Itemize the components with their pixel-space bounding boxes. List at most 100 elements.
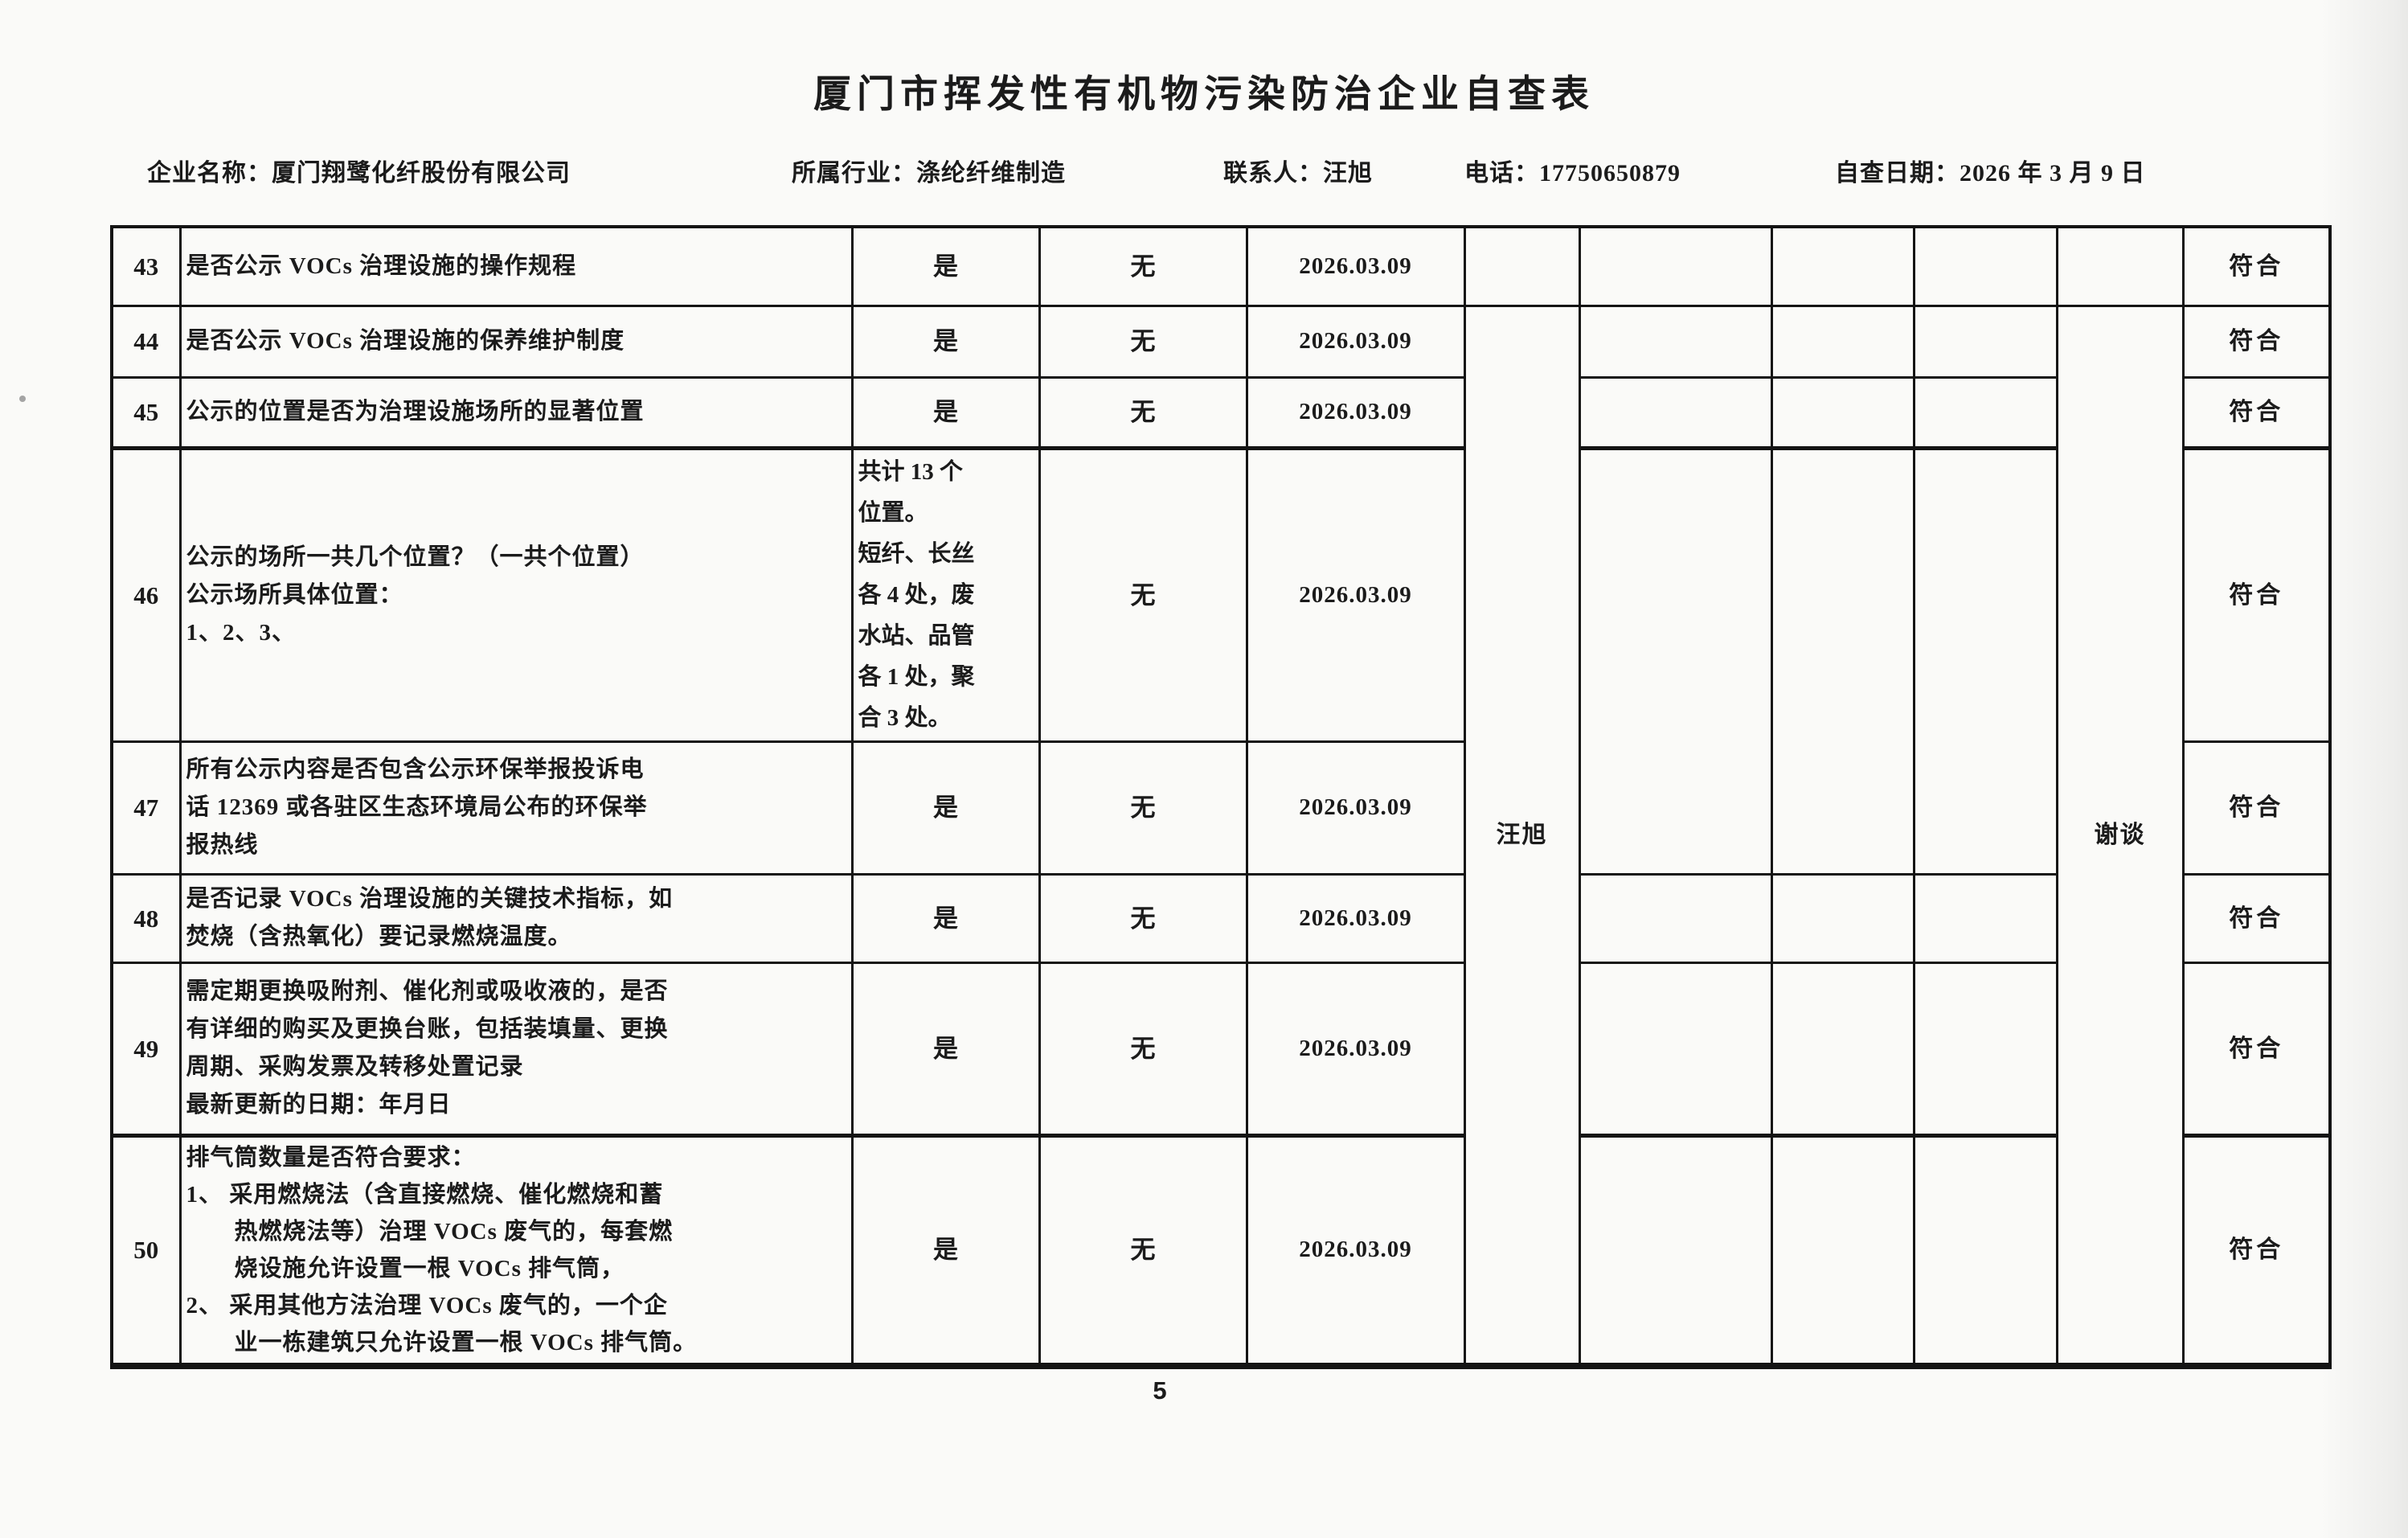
- row-number-cell: 47: [110, 740, 182, 876]
- empty-cell: [1578, 445, 1773, 876]
- empty-cell: [1912, 872, 2058, 964]
- empty-cell: [1463, 225, 1581, 307]
- row-number-cell: 43: [110, 225, 182, 307]
- question-cell: 是否公示 VOCs 治理设施的操作规程: [178, 225, 854, 307]
- table-row: 43 是否公示 VOCs 治理设施的操作规程 是 无 2026.03.09 符合: [110, 225, 2332, 307]
- industry-label: 所属行业：: [792, 160, 916, 187]
- problem-cell: 无: [1038, 445, 1248, 743]
- answer-cell: 是: [850, 961, 1041, 1137]
- result-cell: 符合: [2181, 225, 2332, 307]
- empty-cell: [1578, 1133, 1773, 1367]
- table-row: 50 排气筒数量是否符合要求： 1、 采用燃烧法（含直接燃烧、催化燃烧和蓄 热燃…: [110, 1133, 2332, 1367]
- self-inspection-table: 43 是否公示 VOCs 治理设施的操作规程 是 无 2026.03.09 符合…: [110, 225, 2332, 1369]
- empty-cell: [1770, 375, 1915, 449]
- problem-cell: 无: [1038, 740, 1248, 876]
- date-cell: 2026.03.09: [1245, 375, 1466, 449]
- empty-cell: [2055, 225, 2185, 307]
- empty-cell: [1912, 225, 2058, 307]
- scan-speck: [19, 396, 26, 402]
- empty-cell: [1578, 304, 1773, 379]
- date-cell: 2026.03.09: [1245, 872, 1466, 964]
- date-cell: 2026.03.09: [1245, 445, 1466, 743]
- answer-cell: 是: [850, 375, 1041, 449]
- empty-cell: [1578, 225, 1773, 307]
- self-check-date-field: 自查日期：2026 年 3 月 9 日: [1835, 153, 2146, 188]
- reviewer-signature-cell: 谢谈: [2055, 304, 2185, 1367]
- industry-value: 涤纶纤维制造: [916, 160, 1066, 187]
- result-cell: 符合: [2181, 375, 2332, 449]
- answer-cell: 是: [850, 872, 1041, 964]
- row-number-cell: 46: [110, 445, 182, 743]
- empty-cell: [1578, 961, 1773, 1137]
- contact-value: 汪旭: [1323, 160, 1373, 187]
- table-row: 48 是否记录 VOCs 治理设施的关键技术指标，如 焚烧（含热氧化）要记录燃烧…: [110, 872, 2332, 964]
- phone-field: 电话：17750650879: [1464, 153, 1681, 188]
- table-row: 44 是否公示 VOCs 治理设施的保养维护制度 是 无 2026.03.09 …: [110, 304, 2332, 1367]
- date-cell: 2026.03.09: [1245, 304, 1466, 379]
- problem-cell: 无: [1038, 304, 1248, 379]
- answer-cell: 是: [850, 740, 1041, 876]
- question-cell: 是否记录 VOCs 治理设施的关键技术指标，如 焚烧（含热氧化）要记录燃烧温度。: [178, 872, 854, 964]
- empty-cell: [1912, 961, 2058, 1137]
- company-name-label: 企业名称：: [147, 160, 272, 187]
- empty-cell: [1770, 872, 1915, 964]
- answer-cell: 是: [850, 304, 1041, 379]
- question-cell: 所有公示内容是否包含公示环保举报投诉电 话 12369 或各驻区生态环境局公布的…: [178, 740, 854, 876]
- table-row: 47 所有公示内容是否包含公示环保举报投诉电 话 12369 或各驻区生态环境局…: [110, 740, 2332, 876]
- empty-cell: [1578, 375, 1773, 449]
- question-cell: 是否公示 VOCs 治理设施的保养维护制度: [178, 304, 854, 379]
- answer-cell: 共计 13 个 位置。 短纤、长丝 各 4 处，废 水站、品管 各 1 处，聚 …: [850, 445, 1041, 743]
- phone-label: 电话：: [1464, 160, 1539, 187]
- contact-field: 联系人：汪旭: [1223, 153, 1373, 188]
- date-cell: 2026.03.09: [1245, 961, 1466, 1137]
- self-check-date-value: 2026 年 3 月 9 日: [1960, 160, 2146, 187]
- question-cell: 需定期更换吸附剂、催化剂或吸收液的，是否 有详细的购买及更换台账，包括装填量、更…: [178, 961, 854, 1137]
- result-cell: 符合: [2181, 1133, 2332, 1367]
- result-cell: 符合: [2181, 961, 2332, 1137]
- problem-cell: 无: [1038, 961, 1248, 1137]
- table-row: 45 公示的位置是否为治理设施场所的显著位置 是 无 2026.03.09 符合: [110, 375, 2332, 449]
- page-title: 厦门市挥发性有机物污染防治企业自查表: [813, 74, 1595, 116]
- phone-value: 17750650879: [1539, 160, 1681, 187]
- answer-cell: 是: [850, 1133, 1041, 1367]
- contact-label: 联系人：: [1223, 160, 1323, 187]
- result-cell: 符合: [2181, 445, 2332, 743]
- row-number-cell: 44: [110, 304, 182, 379]
- row-number-cell: 45: [110, 375, 182, 449]
- empty-cell: [1912, 1133, 2058, 1367]
- empty-cell: [1770, 304, 1915, 379]
- inspector-signature-cell: 汪旭: [1463, 304, 1581, 1367]
- empty-cell: [1912, 445, 2058, 876]
- result-cell: 符合: [2181, 872, 2332, 964]
- problem-cell: 无: [1038, 1133, 1248, 1367]
- date-cell: 2026.03.09: [1245, 1133, 1466, 1367]
- result-cell: 符合: [2181, 304, 2332, 379]
- empty-cell: [1770, 961, 1915, 1137]
- date-cell: 2026.03.09: [1245, 740, 1466, 876]
- row-number-cell: 50: [110, 1133, 182, 1367]
- company-name-value: 厦门翔鹭化纤股份有限公司: [272, 160, 571, 187]
- table-row: 49 需定期更换吸附剂、催化剂或吸收液的，是否 有详细的购买及更换台账，包括装填…: [110, 961, 2332, 1137]
- question-cell: 公示的场所一共几个位置？（一共个位置） 公示场所具体位置： 1、2、3、: [178, 445, 854, 743]
- problem-cell: 无: [1038, 225, 1248, 307]
- problem-cell: 无: [1038, 872, 1248, 964]
- question-cell: 公示的位置是否为治理设施场所的显著位置: [178, 375, 854, 449]
- paper-edge-shadow: [2320, 0, 2408, 1538]
- empty-cell: [1770, 225, 1915, 307]
- table-row: 46 公示的场所一共几个位置？（一共个位置） 公示场所具体位置： 1、2、3、 …: [110, 445, 2332, 876]
- empty-cell: [1912, 375, 2058, 449]
- self-check-date-label: 自查日期：: [1835, 160, 1960, 187]
- date-cell: 2026.03.09: [1245, 225, 1466, 307]
- question-cell: 排气筒数量是否符合要求： 1、 采用燃烧法（含直接燃烧、催化燃烧和蓄 热燃烧法等…: [178, 1133, 854, 1367]
- empty-cell: [1912, 304, 2058, 379]
- answer-cell: 是: [850, 225, 1041, 307]
- problem-cell: 无: [1038, 375, 1248, 449]
- empty-cell: [1770, 1133, 1915, 1367]
- row-number-cell: 48: [110, 872, 182, 964]
- empty-cell: [1770, 445, 1915, 876]
- empty-cell: [1578, 872, 1773, 964]
- form-meta-line: 企业名称：厦门翔鹭化纤股份有限公司 所属行业：涤纶纤维制造 联系人：汪旭 电话：…: [0, 153, 2408, 188]
- result-cell: 符合: [2181, 740, 2332, 876]
- industry-field: 所属行业：涤纶纤维制造: [792, 153, 1066, 188]
